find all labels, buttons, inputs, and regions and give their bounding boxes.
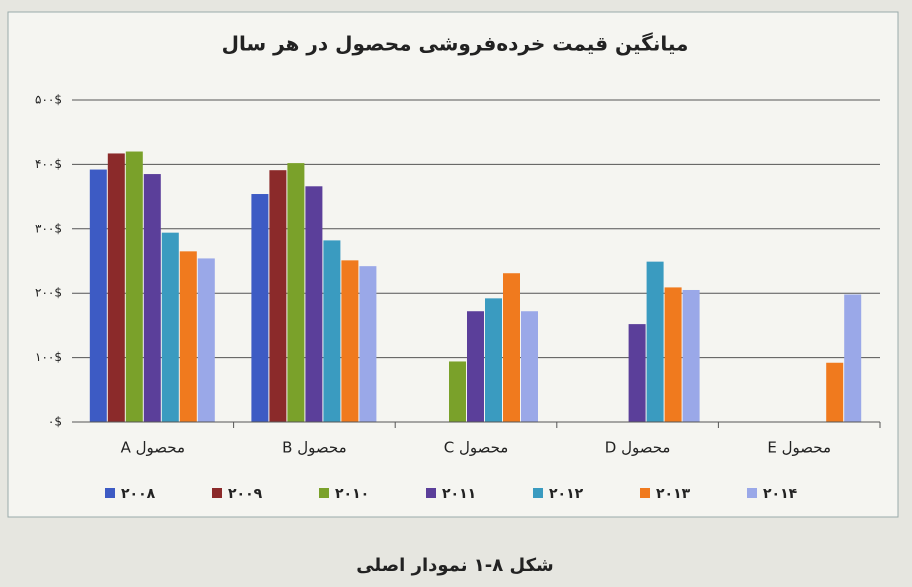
legend-swatch xyxy=(747,488,757,498)
bar xyxy=(485,298,502,422)
bar xyxy=(449,361,466,422)
y-tick-label: ۲۰۰$ xyxy=(35,286,62,300)
bar xyxy=(269,170,287,422)
bar xyxy=(826,362,844,422)
bar xyxy=(646,261,664,422)
bar xyxy=(125,151,143,422)
y-tick-label: ۳۰۰$ xyxy=(35,221,62,235)
bar xyxy=(143,174,161,422)
legend-label: ۲۰۱۰ xyxy=(335,486,369,502)
caption: شکل ۸-۱ نمودار اصلی xyxy=(356,555,554,576)
bar xyxy=(89,169,107,422)
x-tick-label: محصول D xyxy=(605,439,671,457)
legend-swatch xyxy=(426,488,436,498)
bar xyxy=(341,260,359,422)
legend-label: ۲۰۰۹ xyxy=(228,486,263,502)
y-tick-label: ۱۰۰$ xyxy=(35,350,62,364)
chart-title: میانگین قیمت خرده‌فروشی محصول در هر سال xyxy=(222,32,689,56)
legend-swatch xyxy=(319,488,329,498)
legend-label: ۲۰۱۲ xyxy=(549,486,584,502)
legend-swatch xyxy=(212,488,222,498)
legend-swatch xyxy=(640,488,650,498)
x-tick-label: محصول A xyxy=(121,439,185,457)
bar xyxy=(197,258,215,422)
bar xyxy=(107,153,125,422)
bar xyxy=(323,240,341,422)
bar xyxy=(359,266,377,422)
bar xyxy=(682,289,700,422)
legend-swatch xyxy=(533,488,543,498)
legend-label: ۲۰۱۴ xyxy=(763,486,798,502)
y-tick-label: ۵۰۰$ xyxy=(35,93,62,107)
bar xyxy=(305,186,323,422)
y-tick-label: ۴۰۰$ xyxy=(35,157,62,171)
legend-swatch xyxy=(105,488,115,498)
x-tick-label: محصول B xyxy=(282,439,346,457)
bar xyxy=(521,311,538,422)
bar xyxy=(503,273,520,422)
bar xyxy=(628,324,646,422)
x-tick-label: محصول E xyxy=(767,439,831,457)
bar xyxy=(467,311,484,422)
legend-label: ۲۰۱۱ xyxy=(442,486,476,502)
bar xyxy=(251,194,269,422)
bar xyxy=(161,232,179,422)
bar xyxy=(844,294,862,422)
y-tick-label: ۰$ xyxy=(48,415,62,429)
legend-label: ۲۰۰۸ xyxy=(121,486,156,502)
bar xyxy=(287,163,305,422)
bar xyxy=(664,287,682,422)
bar xyxy=(179,251,197,422)
x-tick-label: محصول C xyxy=(444,439,509,457)
legend-label: ۲۰۱۳ xyxy=(656,486,691,502)
